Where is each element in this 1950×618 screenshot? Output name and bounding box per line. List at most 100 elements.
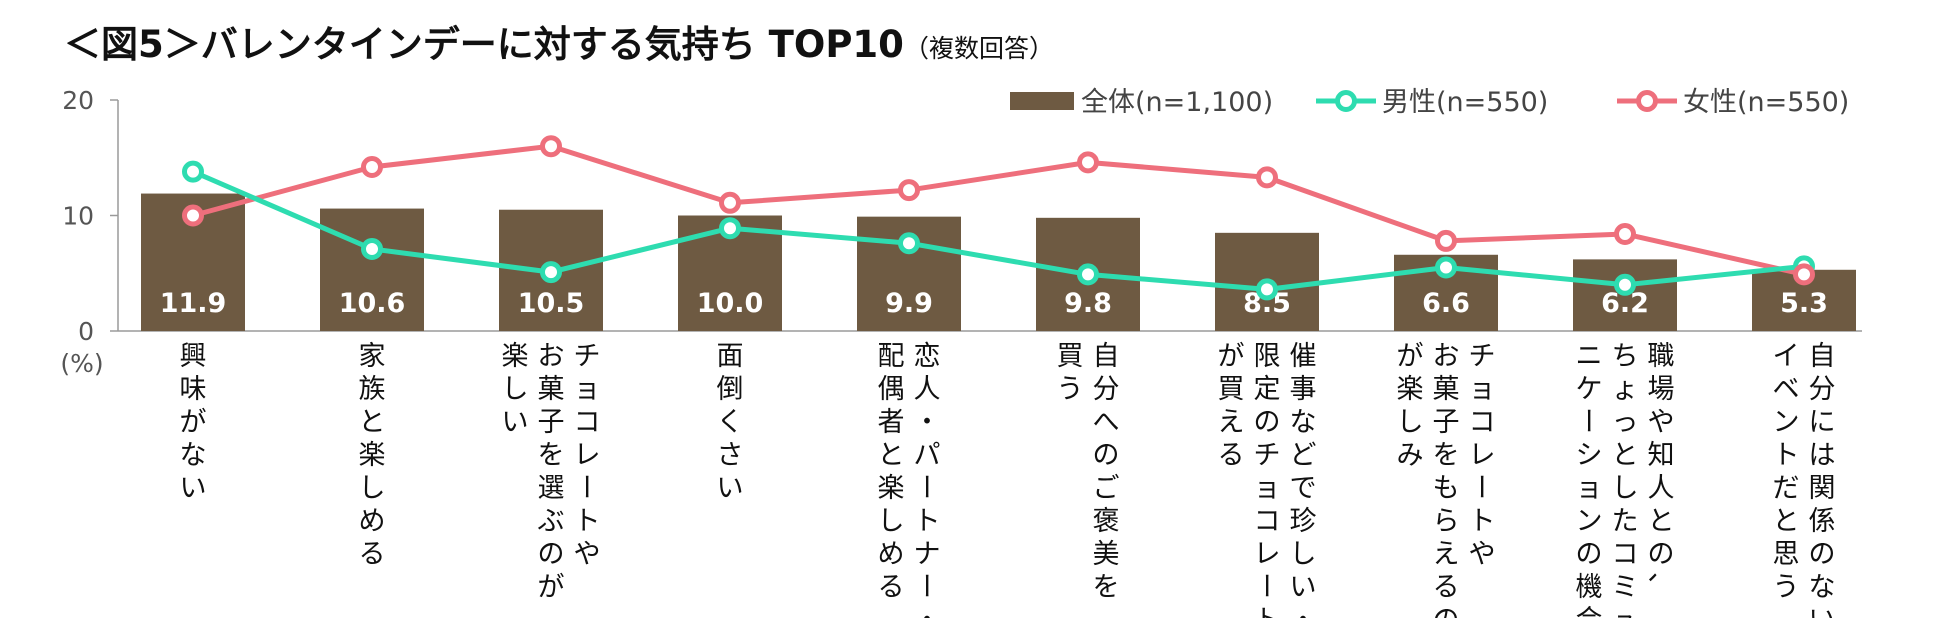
category-char: な: [180, 440, 207, 471]
category-char: ン: [1576, 506, 1603, 537]
category-char: ュ: [1612, 605, 1639, 618]
point-male: [1614, 273, 1636, 296]
category-char: ョ: [1469, 374, 1496, 405]
category-char: ー: [910, 473, 941, 500]
category-char: え: [1218, 407, 1245, 438]
category-char: 褒: [1093, 506, 1120, 537]
legend: 全体(n=1,100) 男性(n=550) 女性(n=550): [1010, 87, 1849, 118]
category-char: 楽: [502, 341, 529, 372]
line-female: [192, 143, 1805, 277]
category-char: チ: [1254, 440, 1281, 471]
point-male: [719, 217, 741, 240]
point-female: [182, 204, 204, 227]
legend-marker-female: [1636, 90, 1658, 112]
category-char: も: [1433, 473, 1460, 504]
point-male: [1077, 263, 1099, 286]
chart-title-main: ＜図5＞バレンタインデーに対する気持ち TOP10: [64, 23, 904, 66]
category-char: と: [1612, 440, 1639, 471]
legend-marker-male: [1335, 90, 1357, 112]
category-char: い: [502, 407, 529, 438]
point-male: [182, 160, 204, 183]
category-char: ご: [1093, 473, 1120, 504]
category-char: で: [1290, 473, 1317, 504]
point-male: [1435, 256, 1457, 279]
category-char: と: [359, 407, 386, 438]
category-char: る: [359, 539, 386, 570]
category-char: ョ: [1576, 473, 1603, 504]
category-char: ミ: [1612, 572, 1639, 603]
category-char: 珍: [1290, 506, 1317, 537]
category-char: ョ: [574, 374, 601, 405]
category-char: 選: [538, 473, 565, 504]
category-char: し: [502, 374, 529, 405]
point-female: [1435, 229, 1457, 252]
category-char: と: [878, 440, 905, 471]
category-labels: 興味がない家族と楽しめるチョコレートやお菓子を選ぶのが楽しい面倒くさい恋人・パー…: [180, 341, 1836, 618]
category-char: ト: [574, 506, 601, 537]
category-char: た: [1612, 506, 1639, 537]
category-char: レ: [574, 440, 601, 471]
category-char: ー: [1465, 473, 1496, 500]
category-char: ・: [914, 407, 941, 438]
chart-title: ＜図5＞バレンタインデーに対する気持ち TOP10（複数回答）: [64, 14, 1054, 68]
category-char: コ: [1469, 407, 1496, 438]
category-char: 催: [1290, 341, 1317, 372]
category-char: め: [359, 506, 386, 537]
category-char: ン: [1773, 407, 1800, 438]
category-char: ・: [1290, 605, 1317, 618]
category-char: る: [1218, 440, 1245, 471]
category-char: コ: [1612, 539, 1639, 570]
category-char: ト: [1469, 506, 1496, 537]
category-char: 買: [1218, 374, 1245, 405]
category-char: 楽: [359, 440, 386, 471]
category-char: 機: [1576, 572, 1603, 603]
category-char: を: [1433, 440, 1460, 471]
category-char: へ: [1093, 407, 1120, 438]
category-char: 関: [1809, 473, 1836, 504]
category-char: な: [1809, 572, 1836, 603]
category-char: の: [1254, 407, 1281, 438]
category-char: 分: [1809, 374, 1836, 405]
bar-value-label: 11.9: [160, 288, 227, 319]
category-char: ー: [570, 473, 601, 500]
category-char: 会: [1576, 605, 1603, 618]
category-char: 味: [180, 374, 207, 405]
category-char: レ: [1254, 539, 1281, 570]
category-char: や: [574, 539, 601, 570]
category-char: 場: [1648, 374, 1675, 405]
category-char: ど: [1290, 440, 1317, 471]
category-char: 定: [1254, 374, 1281, 405]
category-char: レ: [1469, 440, 1496, 471]
bar-value-label: 9.9: [885, 288, 933, 319]
category-char: や: [1469, 539, 1496, 570]
category-char: ら: [1433, 506, 1460, 537]
category-char: チ: [1469, 341, 1496, 372]
category-char: の: [1648, 539, 1675, 570]
legend-label-total: 全体(n=1,100): [1081, 87, 1273, 118]
category-char: 分: [1093, 374, 1120, 405]
category-char: を: [1093, 572, 1120, 603]
category-char: パ: [914, 440, 941, 471]
category-char: が: [180, 407, 207, 438]
category-char: な: [1290, 407, 1317, 438]
category-char: ょ: [1612, 374, 1639, 405]
category-char: る: [1433, 572, 1460, 603]
category-char: 人: [1648, 473, 1675, 504]
category-char: ぶ: [538, 506, 565, 537]
category-char: 興: [180, 341, 207, 372]
category-char: る: [878, 572, 905, 603]
category-char: 限: [1254, 341, 1281, 372]
category-char: ニ: [1576, 341, 1603, 372]
category-char: シ: [1576, 440, 1603, 471]
category-char: 思: [1773, 539, 1800, 570]
category-char: 買: [1057, 341, 1084, 372]
category-char: 職: [1648, 341, 1675, 372]
category-char: 美: [1093, 539, 1120, 570]
point-female: [1793, 263, 1815, 286]
category-char: は: [1809, 440, 1836, 471]
category-char: 子: [538, 407, 565, 438]
category-char: コ: [574, 407, 601, 438]
